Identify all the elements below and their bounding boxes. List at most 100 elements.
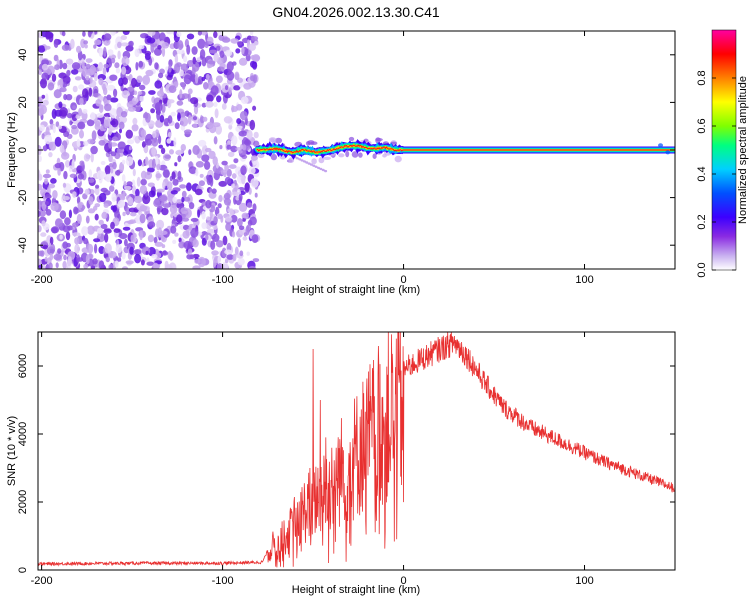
noise-blob [248,43,256,51]
noise-blob [108,251,117,259]
noise-blob [187,114,192,125]
noise-blob [230,38,239,44]
noise-blob [211,250,219,256]
noise-blob [41,133,45,140]
noise-blob [172,239,177,244]
noise-blob [77,121,86,130]
noise-blob [226,144,232,150]
noise-blob [129,246,134,255]
noise-blob [228,124,233,130]
noise-blob [44,193,52,199]
noise-blob [83,263,89,269]
noise-blob [147,234,154,243]
noise-blob [48,152,53,158]
noise-blob [144,156,149,166]
noise-blob [50,178,57,184]
noise-blob [38,155,42,163]
noise-blob [209,176,214,187]
noise-blob [168,64,172,73]
noise-blob [156,163,161,171]
noise-blob [245,225,250,236]
noise-blob [57,125,63,130]
noise-blob [100,223,108,229]
noise-blob [108,140,112,149]
noise-blob [135,61,139,71]
noise-blob [173,81,179,87]
noise-blob [62,196,70,201]
noise-blob [46,246,55,255]
noise-blob [104,103,112,112]
noise-blob [134,48,140,58]
noise-blob [190,97,199,105]
noise-blob [53,38,59,49]
noise-blob [206,94,214,103]
noise-blob [238,82,244,88]
noise-blob [175,199,183,204]
noise-blob [63,170,68,180]
noise-blob [206,216,211,221]
noise-blob [192,123,198,128]
noise-blob [224,258,229,264]
track-blob [382,153,387,158]
noise-blob [121,159,126,165]
noise-blob [55,218,63,228]
noise-blob [176,100,184,106]
track-blob [348,136,355,142]
noise-blob [138,60,144,68]
noise-blob [160,147,166,155]
noise-blob [154,241,164,247]
noise-blob [66,69,71,77]
noise-blob [182,82,186,90]
snr-x-ticks: -200 -100 0 100 [31,332,594,587]
noise-blob [141,162,145,167]
noise-blob [192,253,200,259]
noise-blob [125,129,133,139]
noise-blob [59,107,68,117]
noise-blob [188,149,192,156]
noise-blob [225,216,233,222]
snr-y-axis-label: SNR (10 * v/v) [6,416,18,486]
noise-blob [112,205,117,212]
noise-blob [252,55,261,61]
noise-blob [186,33,195,40]
noise-blob [85,75,90,81]
noise-blob [83,153,90,162]
noise-blob [240,165,247,176]
noise-blob [117,41,122,49]
noise-blob [138,45,145,50]
noise-blob [197,256,206,268]
noise-blob [250,75,256,82]
noise-blob [86,119,95,127]
noise-blob [38,210,41,218]
noise-blob [150,108,156,114]
noise-blob [94,123,101,131]
noise-blob [231,231,236,238]
track-blob [311,158,317,165]
noise-blob [94,213,99,221]
noise-blob [102,66,107,76]
noise-blob [133,249,142,255]
noise-blob [54,136,62,147]
noise-blob [236,118,242,125]
noise-blob [100,187,108,193]
noise-blob [181,213,186,220]
noise-blob [237,257,245,266]
noise-blob [90,31,93,34]
noise-blob [234,71,240,81]
noise-blob [204,147,212,153]
noise-blob [103,46,107,58]
track-blob [270,153,277,161]
noise-blob [238,225,245,231]
spectrogram-y-tick-label: -20 [17,190,29,206]
noise-blob [198,180,205,187]
noise-blob [88,196,94,205]
noise-blob [44,178,49,185]
noise-blob [186,60,194,67]
noise-blob [68,209,72,219]
noise-blob [68,165,73,173]
noise-blob [58,101,63,109]
noise-blob [42,173,52,179]
noise-blob [127,139,135,145]
noise-blob [76,139,81,147]
